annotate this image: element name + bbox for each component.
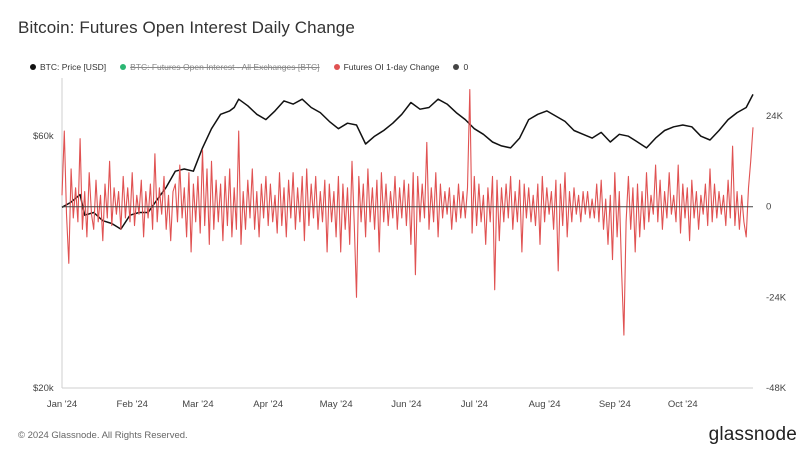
btc-price-line [61,94,754,230]
left-tick-label: $20k [33,383,54,394]
x-tick-label: May '24 [320,399,353,410]
brand-logo: glassnode [708,424,797,445]
legend-item-btc-price[interactable]: BTC: Price [USD] [30,62,106,72]
legend-label: Futures OI 1-day Change [343,62,440,72]
copyright-footer: © 2024 Glassnode. All Rights Reserved. [18,430,188,441]
left-tick-label: $60k [33,131,54,142]
legend-dot-icon [30,64,36,70]
chart-legend: BTC: Price [USD] BTC: Futures Open Inter… [30,62,468,72]
x-tick-label: Sep '24 [599,399,631,410]
legend-dot-icon [120,64,127,70]
legend-label: BTC: Futures Open Interest - All Exchang… [130,62,320,72]
legend-label: BTC: Price [USD] [40,62,107,72]
x-tick-label: Jul '24 [461,399,488,410]
legend-dot-icon [333,64,340,70]
x-tick-label: Aug '24 [529,399,561,410]
right-tick-label: 24K [766,111,784,122]
right-tick-label: 0 [766,202,771,213]
legend-item-oi-change[interactable]: Futures OI 1-day Change [333,62,440,72]
x-tick-label: Feb '24 [117,399,148,410]
legend-label: 0 [463,62,469,72]
x-tick-label: Mar '24 [182,399,213,410]
right-tick-label: -48K [766,383,787,394]
x-tick-label: Oct '24 [668,399,698,410]
legend-item-zero-line[interactable]: 0 [453,62,468,72]
x-tick-label: Apr '24 [253,399,283,410]
chart-title: Bitcoin: Futures Open Interest Daily Cha… [18,18,355,37]
right-tick-label: -24K [766,292,787,303]
oi-change-line [61,89,754,336]
legend-dot-icon [453,64,460,70]
legend-item-open-interest[interactable]: BTC: Futures Open Interest - All Exchang… [120,62,320,72]
x-tick-label: Jan '24 [47,399,77,410]
x-tick-label: Jun '24 [391,399,421,410]
